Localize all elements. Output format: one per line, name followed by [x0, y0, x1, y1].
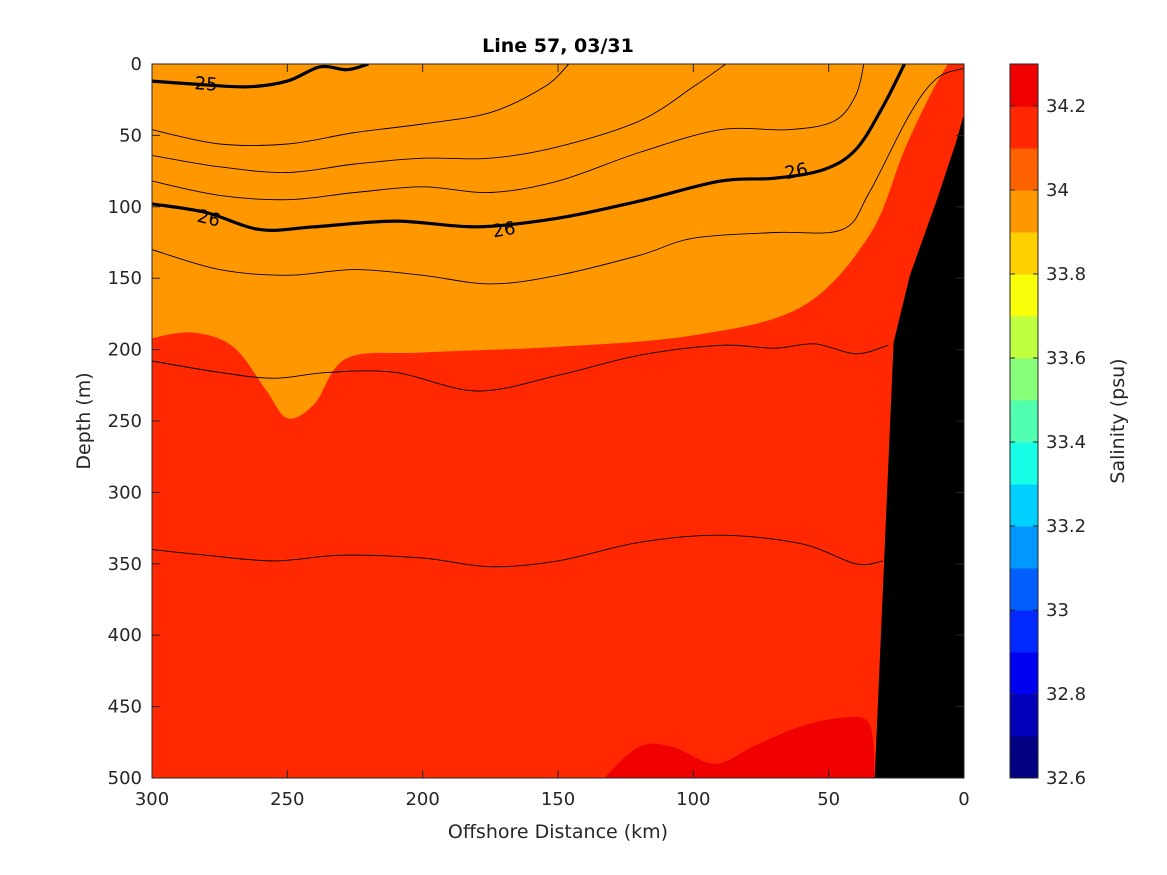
y-tick-label: 50	[119, 125, 142, 146]
salinity-fill-layer	[152, 64, 964, 778]
chart-title: Line 57, 03/31	[482, 35, 634, 57]
isopycnal-label: 26	[491, 218, 517, 243]
y-tick-label: 100	[108, 197, 142, 218]
isopycnal-line	[152, 343, 889, 392]
colorbar-swatch	[1010, 316, 1038, 359]
colorbar-tick-label: 34	[1046, 180, 1069, 201]
isopycnal-line	[152, 64, 727, 173]
y-tick-label: 450	[108, 697, 142, 718]
isopycnal-label-text: 25	[194, 73, 218, 96]
colorbar-label: Salinity (psu)	[1107, 358, 1129, 483]
isopycnal-layer	[152, 64, 964, 568]
colorbar-tick-label: 32.8	[1046, 684, 1086, 705]
axes-layer: 300 250 200 150 100 50 00501001502002503003504…	[108, 54, 970, 810]
colorbar-tick-label: 33	[1046, 600, 1069, 621]
colorbar-swatch	[1010, 400, 1038, 443]
colorbar-swatch	[1010, 274, 1038, 317]
colorbar-swatch	[1010, 64, 1038, 107]
x-tick-label: 50	[817, 789, 840, 810]
y-tick-label: 400	[108, 625, 142, 646]
colorbar-frame	[1009, 63, 1039, 779]
isopycnal-line	[152, 64, 865, 201]
y-tick-label: 0	[131, 54, 142, 75]
isopycnal-line	[152, 534, 883, 568]
colorbar-swatch	[1010, 148, 1038, 191]
colorbar-swatch	[1010, 106, 1038, 149]
x-tick-label: 150	[541, 789, 575, 810]
colorbar-swatch	[1010, 694, 1038, 737]
x-tick-label: 100	[676, 789, 710, 810]
colorbar-swatch	[1010, 442, 1038, 485]
colorbar-swatch	[1010, 568, 1038, 611]
colorbar-tick-label: 33.2	[1046, 516, 1086, 537]
salinity-band	[152, 106, 964, 778]
colorbar-swatch	[1010, 190, 1038, 233]
isopycnal-line	[152, 67, 964, 285]
isopycnal-label: 26	[783, 159, 810, 184]
colorbar-tick-label: 33.8	[1046, 264, 1086, 285]
colorbar-tick-label: 33.6	[1046, 348, 1086, 369]
x-tick-label: 250	[270, 789, 304, 810]
isopycnal-line	[152, 64, 369, 89]
isopycnal-label: 25	[194, 73, 218, 96]
bathymetry	[874, 114, 964, 778]
colorbar-swatch	[1010, 358, 1038, 401]
salinity-band	[152, 64, 964, 419]
y-axis-label: Depth (m)	[73, 372, 95, 469]
isopycnal-label-text: 26	[491, 218, 517, 243]
y-tick-label: 350	[108, 554, 142, 575]
colorbar-swatch	[1010, 652, 1038, 695]
isopycnal-line	[152, 64, 906, 232]
colorbar-swatch	[1010, 232, 1038, 275]
y-tick-label: 150	[108, 268, 142, 289]
colorbar-swatch	[1010, 526, 1038, 569]
y-tick-label: 200	[108, 340, 142, 361]
colorbar-tick-label: 34.2	[1046, 96, 1086, 117]
x-tick-label: 300	[135, 789, 169, 810]
x-tick-label: 200	[405, 789, 439, 810]
colorbar: 32.6 32.8 33 33.2 33.4 33.6 33.8 34 34.2	[1009, 63, 1086, 789]
colorbar-tick-label: 32.6	[1046, 768, 1086, 789]
bathymetry-layer	[874, 114, 964, 778]
colorbar-swatch	[1010, 484, 1038, 527]
x-axis-label: Offshore Distance (km)	[448, 821, 668, 843]
colorbar-swatch	[1010, 736, 1038, 779]
salinity-band	[604, 716, 875, 778]
x-tick-label: 0	[958, 789, 969, 810]
colorbar-swatch	[1010, 610, 1038, 653]
y-tick-label: 250	[108, 411, 142, 432]
isopycnal-label-text: 26	[783, 159, 810, 184]
y-tick-label: 300	[108, 482, 142, 503]
y-tick-label: 500	[108, 768, 142, 789]
colorbar-tick-label: 33.4	[1046, 432, 1086, 453]
isopycnal-line	[152, 64, 570, 147]
